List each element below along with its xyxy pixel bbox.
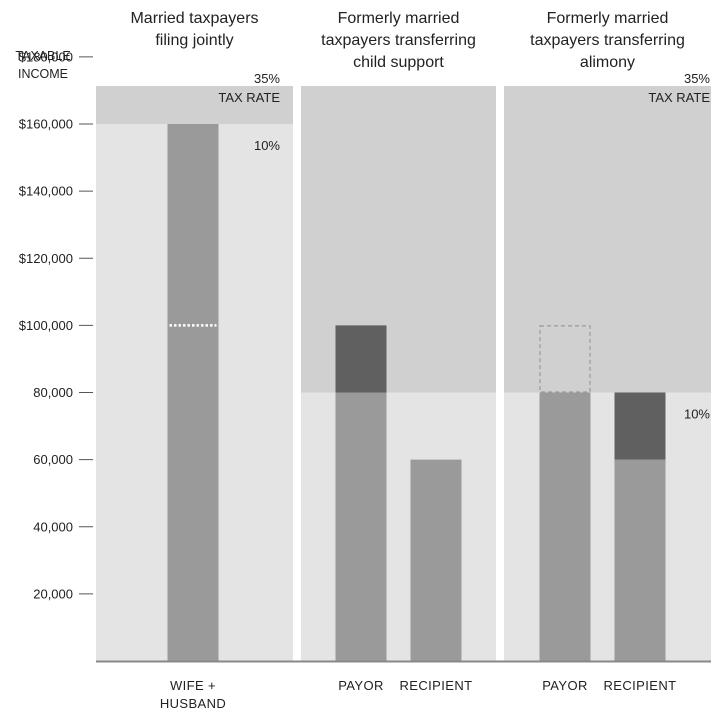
category-label: PAYOR xyxy=(338,678,384,693)
panel-title: Married taxpayers xyxy=(130,10,258,27)
category-label: WIFE + xyxy=(170,678,216,693)
y-axis-title: INCOME xyxy=(18,67,68,81)
bar-segment xyxy=(167,124,219,661)
high-bracket-band xyxy=(301,86,496,393)
tax-rate-label: 35% xyxy=(684,71,710,86)
y-axis: TAXABLE INCOME $180,000 $160,000 $140,000 $12… xyxy=(15,49,93,601)
high-bracket-band xyxy=(96,86,293,124)
tax-rate-label: TAX RATE xyxy=(218,90,280,105)
panel-1: Married taxpayers filing jointly WIFE + HUS… xyxy=(96,10,293,710)
panel-3: Formerly married taxpayers transferring al… xyxy=(504,10,711,693)
y-tick-label: 80,000 xyxy=(33,385,73,400)
category-label: PAYOR xyxy=(542,678,588,693)
tax-rate-label: 35% xyxy=(254,71,280,86)
y-tick-label: $140,000 xyxy=(19,184,73,199)
bar-segment xyxy=(335,392,387,661)
bar xyxy=(410,459,462,661)
low-bracket-band xyxy=(504,392,711,661)
panels: Married taxpayers filing jointly WIFE + HUS… xyxy=(96,10,711,710)
y-tick-label: $160,000 xyxy=(19,117,73,132)
bar-segment-transferred-outline xyxy=(539,325,591,393)
high-bracket-band xyxy=(504,86,711,393)
panel-title: Formerly married xyxy=(338,10,460,27)
bar xyxy=(335,325,387,661)
bar-segment-transferred xyxy=(335,325,387,393)
bar-segment xyxy=(410,459,462,661)
category-label: HUSBAND xyxy=(160,696,226,710)
panel-title: Formerly married xyxy=(547,10,669,27)
panel-title: taxpayers transferring xyxy=(321,32,476,49)
panel-title: alimony xyxy=(580,54,635,71)
bar-segment xyxy=(539,392,591,661)
tax-rate-label: TAX RATE xyxy=(648,90,710,105)
low-bracket-band xyxy=(301,392,496,661)
y-tick-label: 20,000 xyxy=(33,586,73,601)
y-tick-label: $180,000 xyxy=(19,49,73,64)
panel-2: Formerly married taxpayers transferring ch… xyxy=(301,10,496,693)
bar-segment xyxy=(614,459,666,661)
panel-title: child support xyxy=(353,54,444,71)
bar xyxy=(614,392,666,661)
bar xyxy=(539,325,591,661)
bar-segment-transferred xyxy=(614,392,666,460)
bar xyxy=(167,124,219,661)
panel-title: filing jointly xyxy=(155,32,233,49)
y-tick-label: $120,000 xyxy=(19,251,73,266)
y-axis-title: TAXABLE xyxy=(15,49,70,63)
y-tick-label: $100,000 xyxy=(19,318,73,333)
y-tick-label: 40,000 xyxy=(33,519,73,534)
category-label: RECIPIENT xyxy=(400,678,473,693)
category-label: RECIPIENT xyxy=(604,678,677,693)
tax-rate-label: 10% xyxy=(254,138,280,153)
tax-rate-label: 10% xyxy=(684,407,710,422)
y-tick-label: 60,000 xyxy=(33,452,73,467)
panel-title: taxpayers transferring xyxy=(530,32,685,49)
